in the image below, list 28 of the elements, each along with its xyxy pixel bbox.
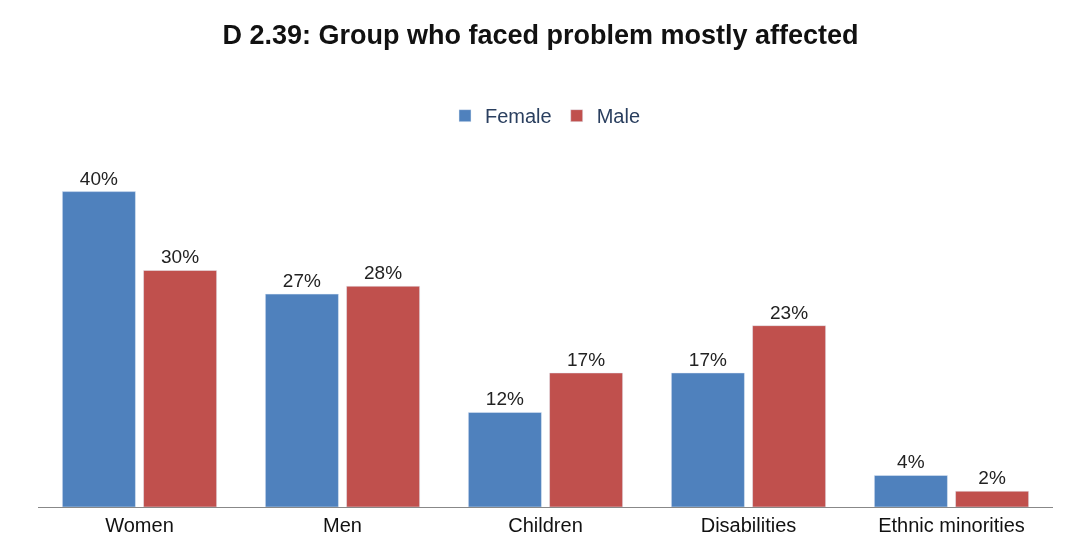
data-label: 30% (161, 246, 200, 268)
data-label: 2% (978, 467, 1006, 489)
data-label: 17% (567, 348, 606, 370)
bar (265, 293, 339, 507)
x-tick-label: Ethnic minorities (878, 514, 1025, 536)
data-label: 28% (364, 262, 403, 284)
bar (346, 285, 420, 507)
x-tick-label: Disabilities (700, 514, 797, 536)
bar (468, 412, 542, 507)
bar (671, 372, 745, 507)
x-tick-label: Women (105, 514, 174, 536)
bar (549, 372, 623, 507)
data-label: 4% (897, 451, 925, 473)
bar (874, 475, 948, 507)
bar (752, 325, 826, 507)
legend-label: Female (485, 105, 552, 128)
bar (62, 191, 136, 507)
x-tick-label: Men (323, 514, 362, 536)
legend-label: Male (596, 105, 641, 128)
bar (955, 490, 1029, 507)
data-label: 12% (485, 388, 524, 410)
bar (143, 270, 217, 507)
data-label: 40% (79, 167, 118, 189)
data-label: 17% (688, 348, 727, 370)
x-tick-label: Children (508, 514, 583, 536)
data-label: 23% (770, 301, 809, 323)
data-label: 27% (282, 270, 321, 292)
chart-title: D 2.39: Group who faced problem mostly affected (222, 19, 859, 50)
